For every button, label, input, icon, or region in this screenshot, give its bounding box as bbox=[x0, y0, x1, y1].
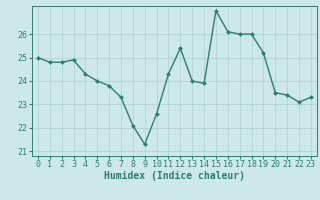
X-axis label: Humidex (Indice chaleur): Humidex (Indice chaleur) bbox=[104, 171, 245, 181]
